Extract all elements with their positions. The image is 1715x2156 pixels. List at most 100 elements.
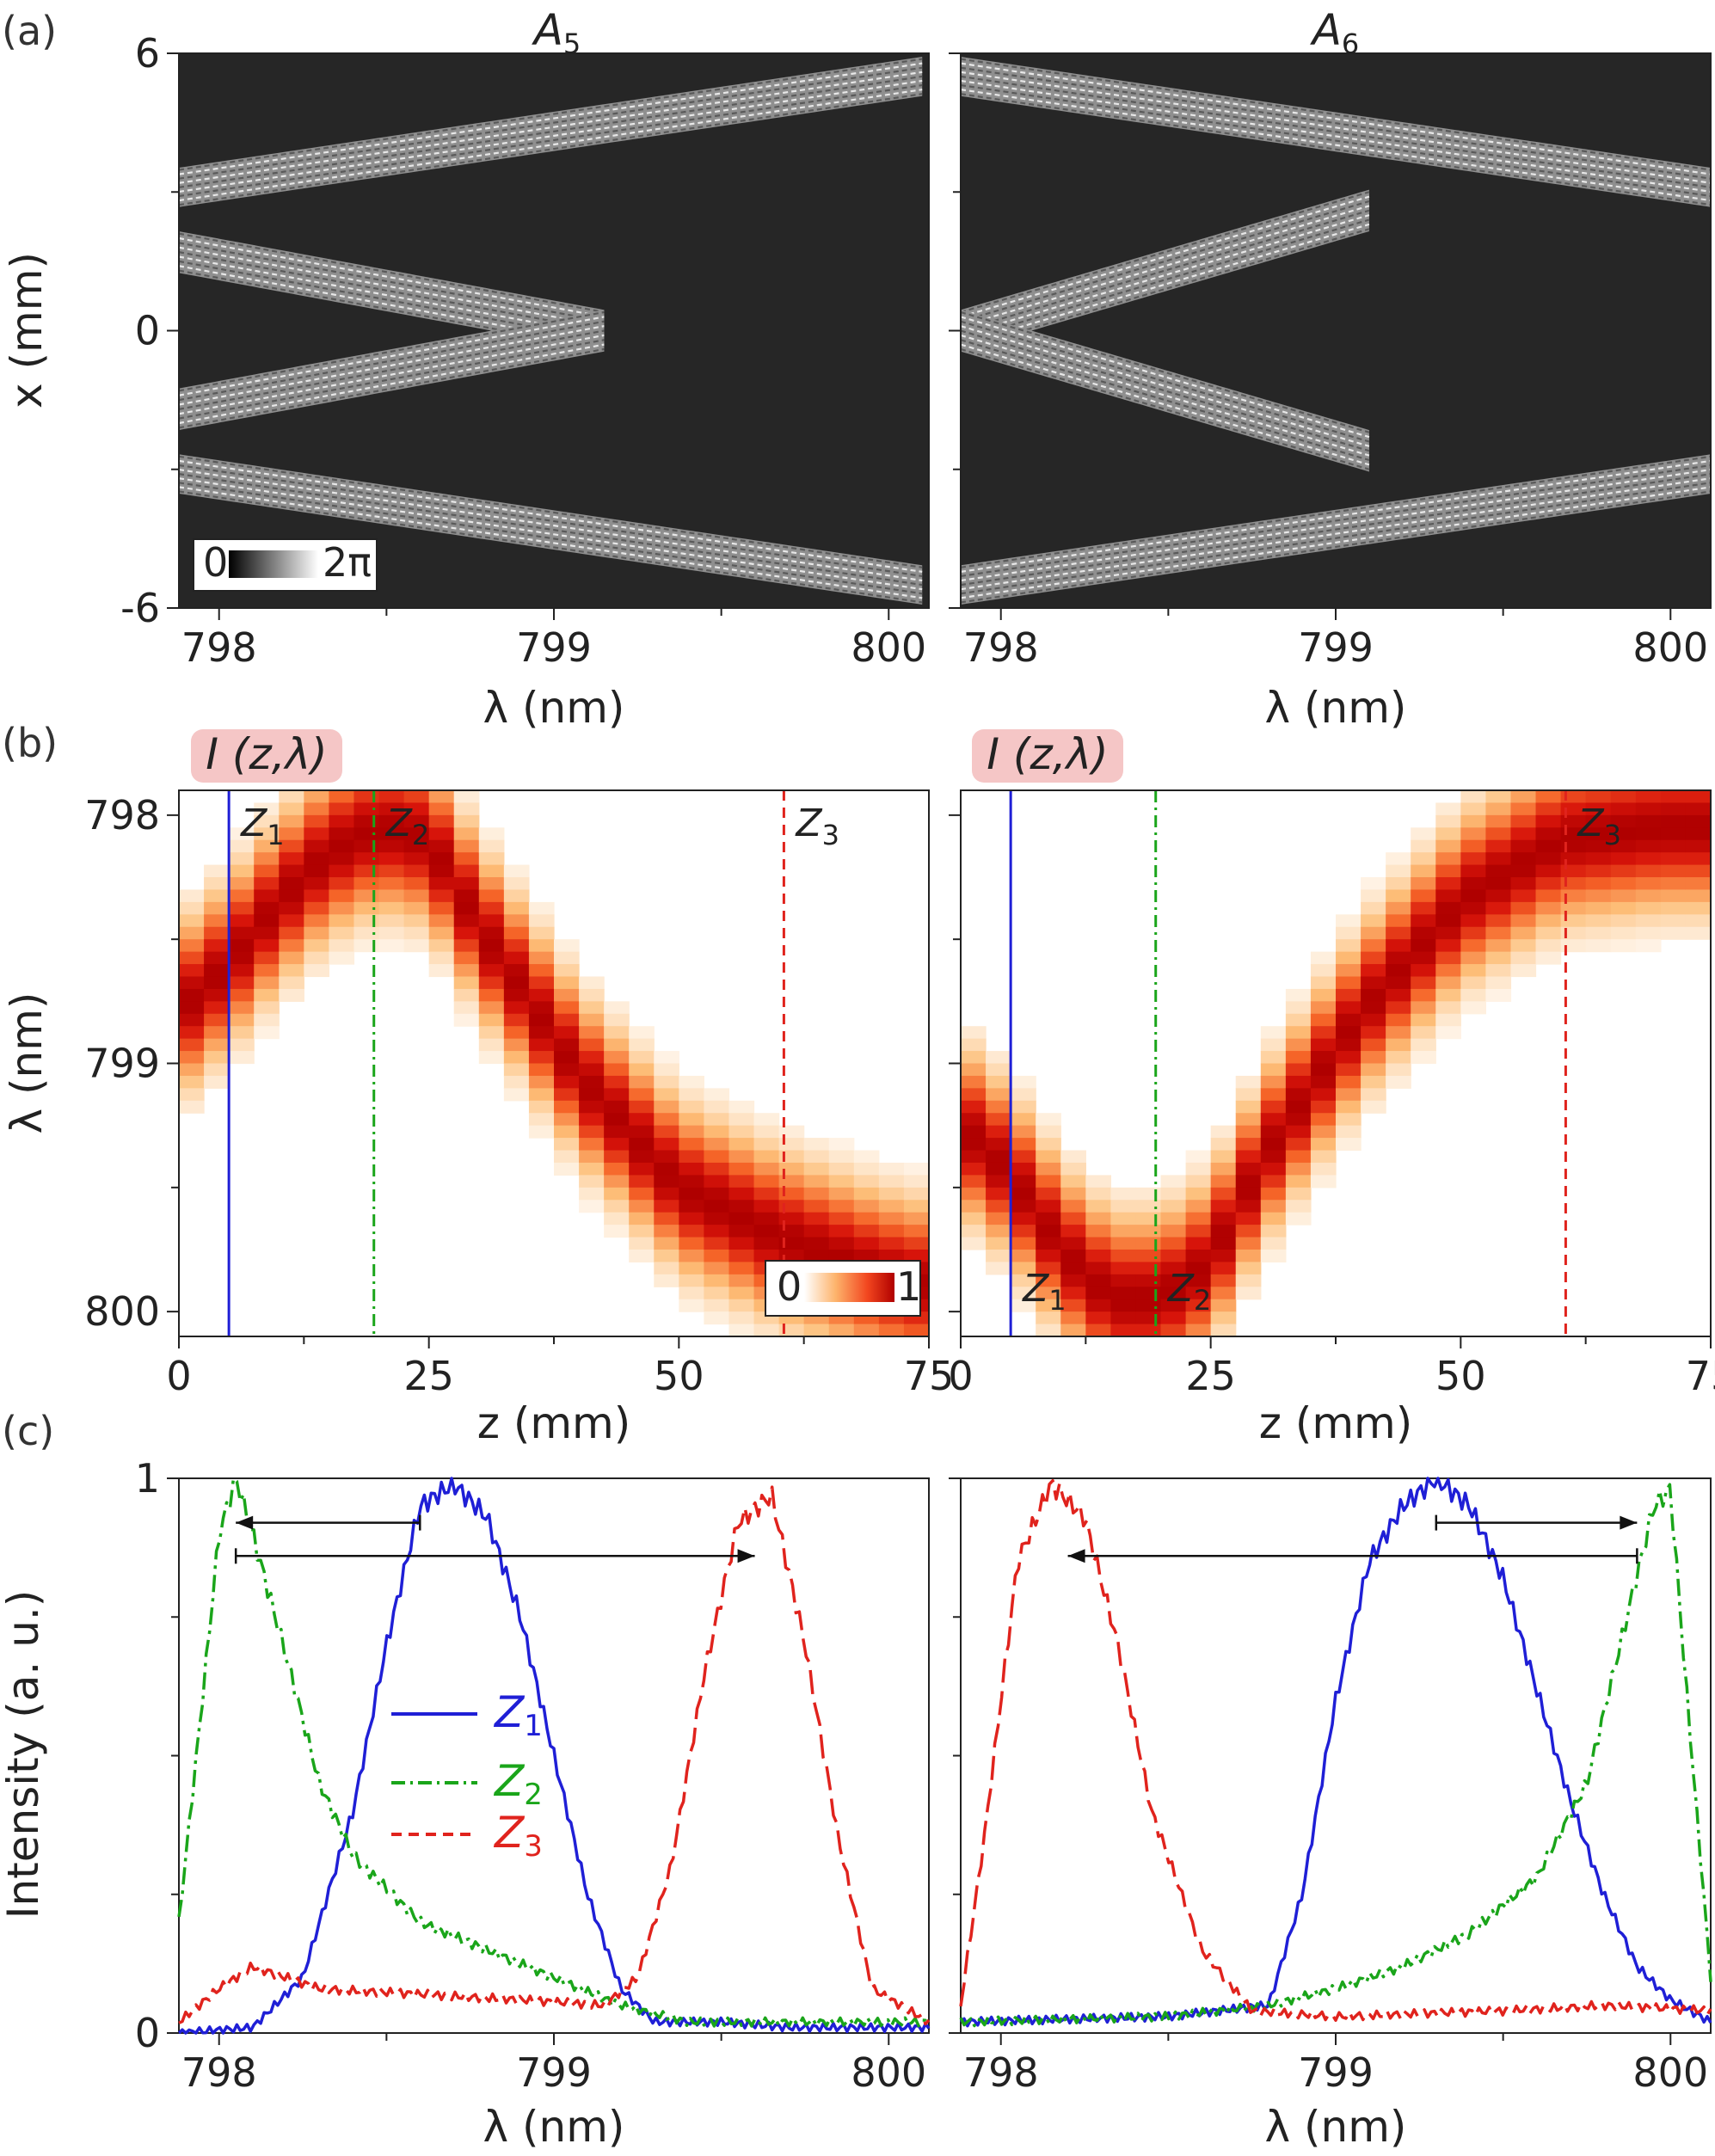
b-right-intensity-cell (1160, 1249, 1187, 1263)
b-left-intensity-cell (378, 889, 405, 903)
b-left-intensity-cell (728, 1249, 755, 1263)
b-left-intensity-cell (629, 1026, 655, 1040)
b-left-intensity-cell (704, 1138, 730, 1152)
b-left-intensity-cell (654, 1200, 679, 1213)
b-left-intensity-cell (254, 964, 280, 978)
b-right-intensity-cell (1011, 1150, 1036, 1164)
b-left-intensity-cell (204, 1026, 230, 1040)
b-left-intensity-cell (679, 1150, 704, 1164)
b-right-intensity-cell (961, 1038, 987, 1052)
a-right-phase-stripe (961, 464, 1711, 578)
a-right-phase-stripe (961, 473, 1711, 587)
b-left-intensity-cell (728, 1200, 755, 1213)
b-left-intensity-cell (554, 1063, 580, 1077)
b-left-intensity-cell (704, 1287, 730, 1300)
b-left-intensity-cell (254, 877, 280, 891)
b-right-intensity-cell (961, 1100, 987, 1114)
b-left-intensity-cell (453, 852, 480, 866)
a-left-phase-stripe (179, 343, 605, 425)
b-colorbar-gradient (804, 1273, 894, 1302)
b-left-intensity-cell (654, 1138, 679, 1152)
b-left-intensity-cell (279, 988, 304, 1002)
b-right-intensity-cell (1685, 839, 1711, 853)
b-right-intensity-cell (1460, 814, 1486, 828)
a-right-phase-stripe (961, 320, 1370, 443)
b-right-intensity-cell (1110, 1262, 1137, 1275)
b-left-intensity-cell (728, 1175, 755, 1189)
b-right-intensity-cell (1135, 1262, 1162, 1275)
b-right-intensity-cell (1411, 864, 1436, 878)
b-left-intensity-cell (554, 1026, 580, 1040)
a-right-title: A6 (1310, 5, 1360, 60)
b-left-intensity-cell (579, 1113, 605, 1127)
b-left-intensity-cell (704, 1088, 730, 1102)
b-left-intensity-cell (204, 951, 230, 965)
b-right-intensity-cell (1386, 1001, 1411, 1015)
b-right-intensity-cell (1011, 1299, 1036, 1312)
b-left-intensity-cell (704, 1249, 730, 1263)
b-left-intensity-cell (604, 1225, 630, 1238)
b-right-intensity-cell (1235, 1187, 1262, 1201)
b-left-intensity-cell (204, 1038, 230, 1052)
b-right-intensity-cell (1435, 1013, 1461, 1027)
b-right-intensity-cell (1210, 1225, 1237, 1238)
b-right-intensity-cell (1460, 852, 1486, 866)
b-right-intensity-cell (986, 1175, 1011, 1189)
b-left-intensity-cell (229, 901, 255, 915)
b-left-intensity-cell (604, 1113, 630, 1127)
b-left-intensity-cell (453, 877, 480, 891)
b-right-intensity-cell (1185, 1162, 1212, 1176)
b-left-intensity-cell (329, 802, 355, 816)
b-left-intensity-cell (204, 939, 230, 953)
b-left-intensity-cell (378, 901, 405, 915)
b-left-intensity-cell (304, 802, 329, 816)
b-left-intensity-cell (279, 839, 304, 853)
b-right-intensity-cell (1085, 1187, 1111, 1201)
b-right-intensity-cell (1361, 964, 1386, 978)
b-right-intensity-cell (1560, 814, 1587, 828)
b-left-intensity-cell (304, 926, 329, 940)
b-right-intensity-cell (1060, 1225, 1086, 1238)
b-left-intensity-cell (579, 1200, 605, 1213)
b-right-intensity-cell (1310, 1162, 1337, 1176)
b-left-intensity-cell (478, 889, 505, 903)
b-left-intensity-cell (903, 1324, 929, 1336)
b-left-intensity-cell (753, 1212, 780, 1225)
b-right-intensity-cell (1285, 1212, 1312, 1225)
c-left-series-z1 (177, 1477, 931, 2035)
a-left-phase-stripe (179, 486, 923, 599)
b-left-intensity-cell (279, 852, 304, 866)
b-right-intensity-cell (1285, 988, 1312, 1002)
b-right-intensity-cell (1585, 901, 1612, 915)
a-left-phase-band (179, 454, 923, 605)
b-right-intensity-cell (1585, 864, 1612, 878)
b-right-intensity-cell (1361, 914, 1386, 928)
b-left-intensity-cell (329, 839, 355, 853)
b-left-intensity-cell (478, 1001, 505, 1015)
a-left-phase-stripe (179, 58, 923, 171)
a-right-phase-stripe (961, 209, 1370, 332)
b-left-intensity-cell (279, 889, 304, 903)
b-left-intensity-cell (828, 1225, 855, 1238)
b-left-intensity-cell (254, 864, 280, 878)
b-right-intensity-cell (1560, 889, 1587, 903)
a-right-phase-stripe (961, 477, 1711, 591)
b-left-intensity-cell (179, 939, 205, 953)
b-left-intensity-cell (579, 1100, 605, 1114)
b-left-intensity-cell (329, 877, 355, 891)
b-left-intensity-cell (204, 1013, 230, 1027)
b-right-intensity-cell (1260, 1063, 1287, 1077)
c-left-arrow-head (236, 1515, 254, 1530)
a-left-phase-stripe (179, 459, 923, 573)
b-right-intensity-cell (1285, 1063, 1312, 1077)
b-left-intensity-cell (378, 852, 405, 866)
b-right-intensity-cell (1361, 988, 1386, 1002)
b-left-intensity-cell (604, 1063, 630, 1077)
b-left-intensity-cell (279, 976, 304, 990)
b-left-intensity-cell (828, 1162, 855, 1176)
b-right-intensity-cell (1585, 802, 1612, 816)
b-right-intensity-cell (1285, 1075, 1312, 1089)
b-left-intensity-cell (254, 1026, 280, 1040)
b-left-intensity-cell (503, 988, 530, 1002)
b-right-intensity-cell (1460, 951, 1486, 965)
